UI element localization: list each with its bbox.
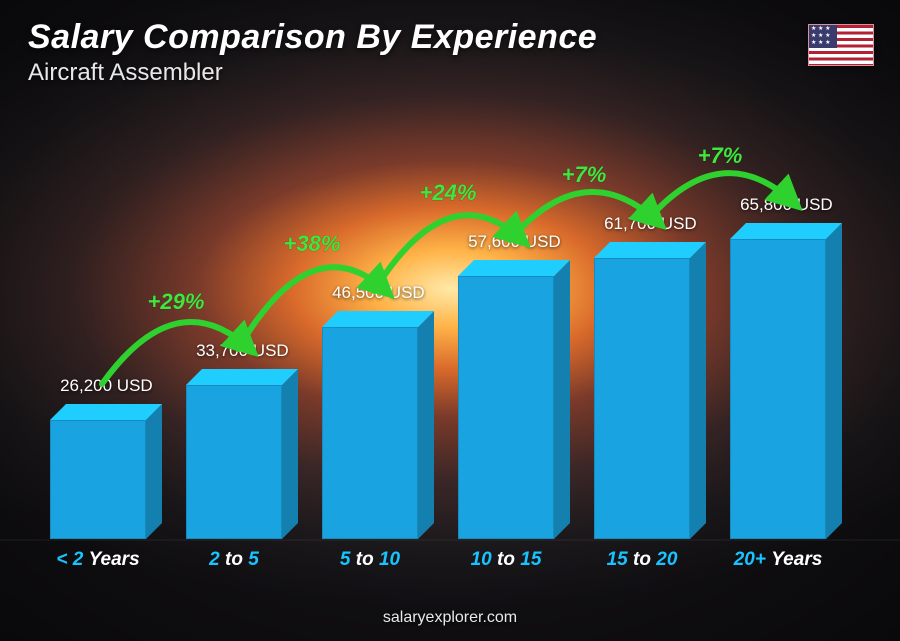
bar-value-label: 65,800 USD bbox=[716, 195, 856, 215]
bar-top bbox=[50, 404, 162, 420]
bar-side bbox=[146, 404, 162, 539]
category-end: 5 bbox=[248, 549, 259, 570]
bar-value-label: 61,700 USD bbox=[580, 214, 720, 234]
country-flag-icon bbox=[808, 24, 874, 66]
bar-top bbox=[186, 369, 298, 385]
bar-slot: 26,200 USD bbox=[30, 120, 166, 539]
category-label: 10 to 15 bbox=[438, 549, 574, 571]
header: Salary Comparison By Experience Aircraft… bbox=[28, 18, 810, 87]
bar-front bbox=[50, 420, 146, 539]
category-label: 15 to 20 bbox=[574, 549, 710, 571]
category-mid: to bbox=[497, 549, 515, 570]
category-end: 15 bbox=[520, 549, 541, 570]
bar-slot: 57,600 USD bbox=[438, 120, 574, 539]
category-main: 5 bbox=[340, 549, 351, 570]
category-end: 20 bbox=[656, 549, 677, 570]
bar-front bbox=[458, 276, 554, 539]
bar-side bbox=[826, 223, 842, 539]
bar-slot: 65,800 USD bbox=[710, 120, 846, 539]
bar-side bbox=[690, 242, 706, 539]
bar-front bbox=[322, 327, 418, 539]
bar-side bbox=[554, 260, 570, 539]
bar-value-label: 46,500 USD bbox=[308, 283, 448, 303]
bar bbox=[458, 276, 554, 539]
bar-top bbox=[594, 242, 706, 258]
category-main: 2 bbox=[209, 549, 220, 570]
bar bbox=[594, 258, 690, 539]
category-main: 15 bbox=[607, 549, 628, 570]
category-label: 2 to 5 bbox=[166, 549, 302, 571]
category-suffix: Years bbox=[771, 549, 822, 570]
chart-title: Salary Comparison By Experience bbox=[28, 18, 810, 57]
bar-chart: 26,200 USD33,700 USD46,500 USD57,600 USD… bbox=[30, 120, 846, 565]
footer-source: salaryexplorer.com bbox=[0, 609, 900, 627]
bar bbox=[50, 420, 146, 539]
bar-slot: 61,700 USD bbox=[574, 120, 710, 539]
bar bbox=[730, 239, 826, 539]
bar-side bbox=[418, 311, 434, 539]
bar-front bbox=[730, 239, 826, 539]
bar-front bbox=[594, 258, 690, 539]
bar-top bbox=[730, 223, 842, 239]
category-label: 20+ Years bbox=[710, 549, 846, 571]
category-mid: to bbox=[225, 549, 243, 570]
bar bbox=[186, 385, 282, 539]
category-suffix: Years bbox=[89, 549, 140, 570]
bar-top bbox=[458, 260, 570, 276]
bar-top bbox=[322, 311, 434, 327]
bar bbox=[322, 327, 418, 539]
bars-container: 26,200 USD33,700 USD46,500 USD57,600 USD… bbox=[30, 120, 846, 539]
bar-value-label: 26,200 USD bbox=[36, 376, 176, 396]
category-main: < 2 bbox=[56, 549, 83, 570]
category-main: 10 bbox=[471, 549, 492, 570]
category-mid: to bbox=[633, 549, 651, 570]
category-main: 20+ bbox=[734, 549, 766, 570]
category-label: < 2 Years bbox=[30, 549, 166, 571]
category-label: 5 to 10 bbox=[302, 549, 438, 571]
bar-value-label: 57,600 USD bbox=[444, 232, 584, 252]
category-labels: < 2 Years2 to 55 to 1010 to 1515 to 2020… bbox=[30, 549, 846, 571]
chart-subtitle: Aircraft Assembler bbox=[28, 59, 810, 87]
bar-value-label: 33,700 USD bbox=[172, 341, 312, 361]
bar-slot: 33,700 USD bbox=[166, 120, 302, 539]
bar-side bbox=[282, 369, 298, 539]
bar-slot: 46,500 USD bbox=[302, 120, 438, 539]
bar-front bbox=[186, 385, 282, 539]
category-mid: to bbox=[356, 549, 374, 570]
category-end: 10 bbox=[379, 549, 400, 570]
